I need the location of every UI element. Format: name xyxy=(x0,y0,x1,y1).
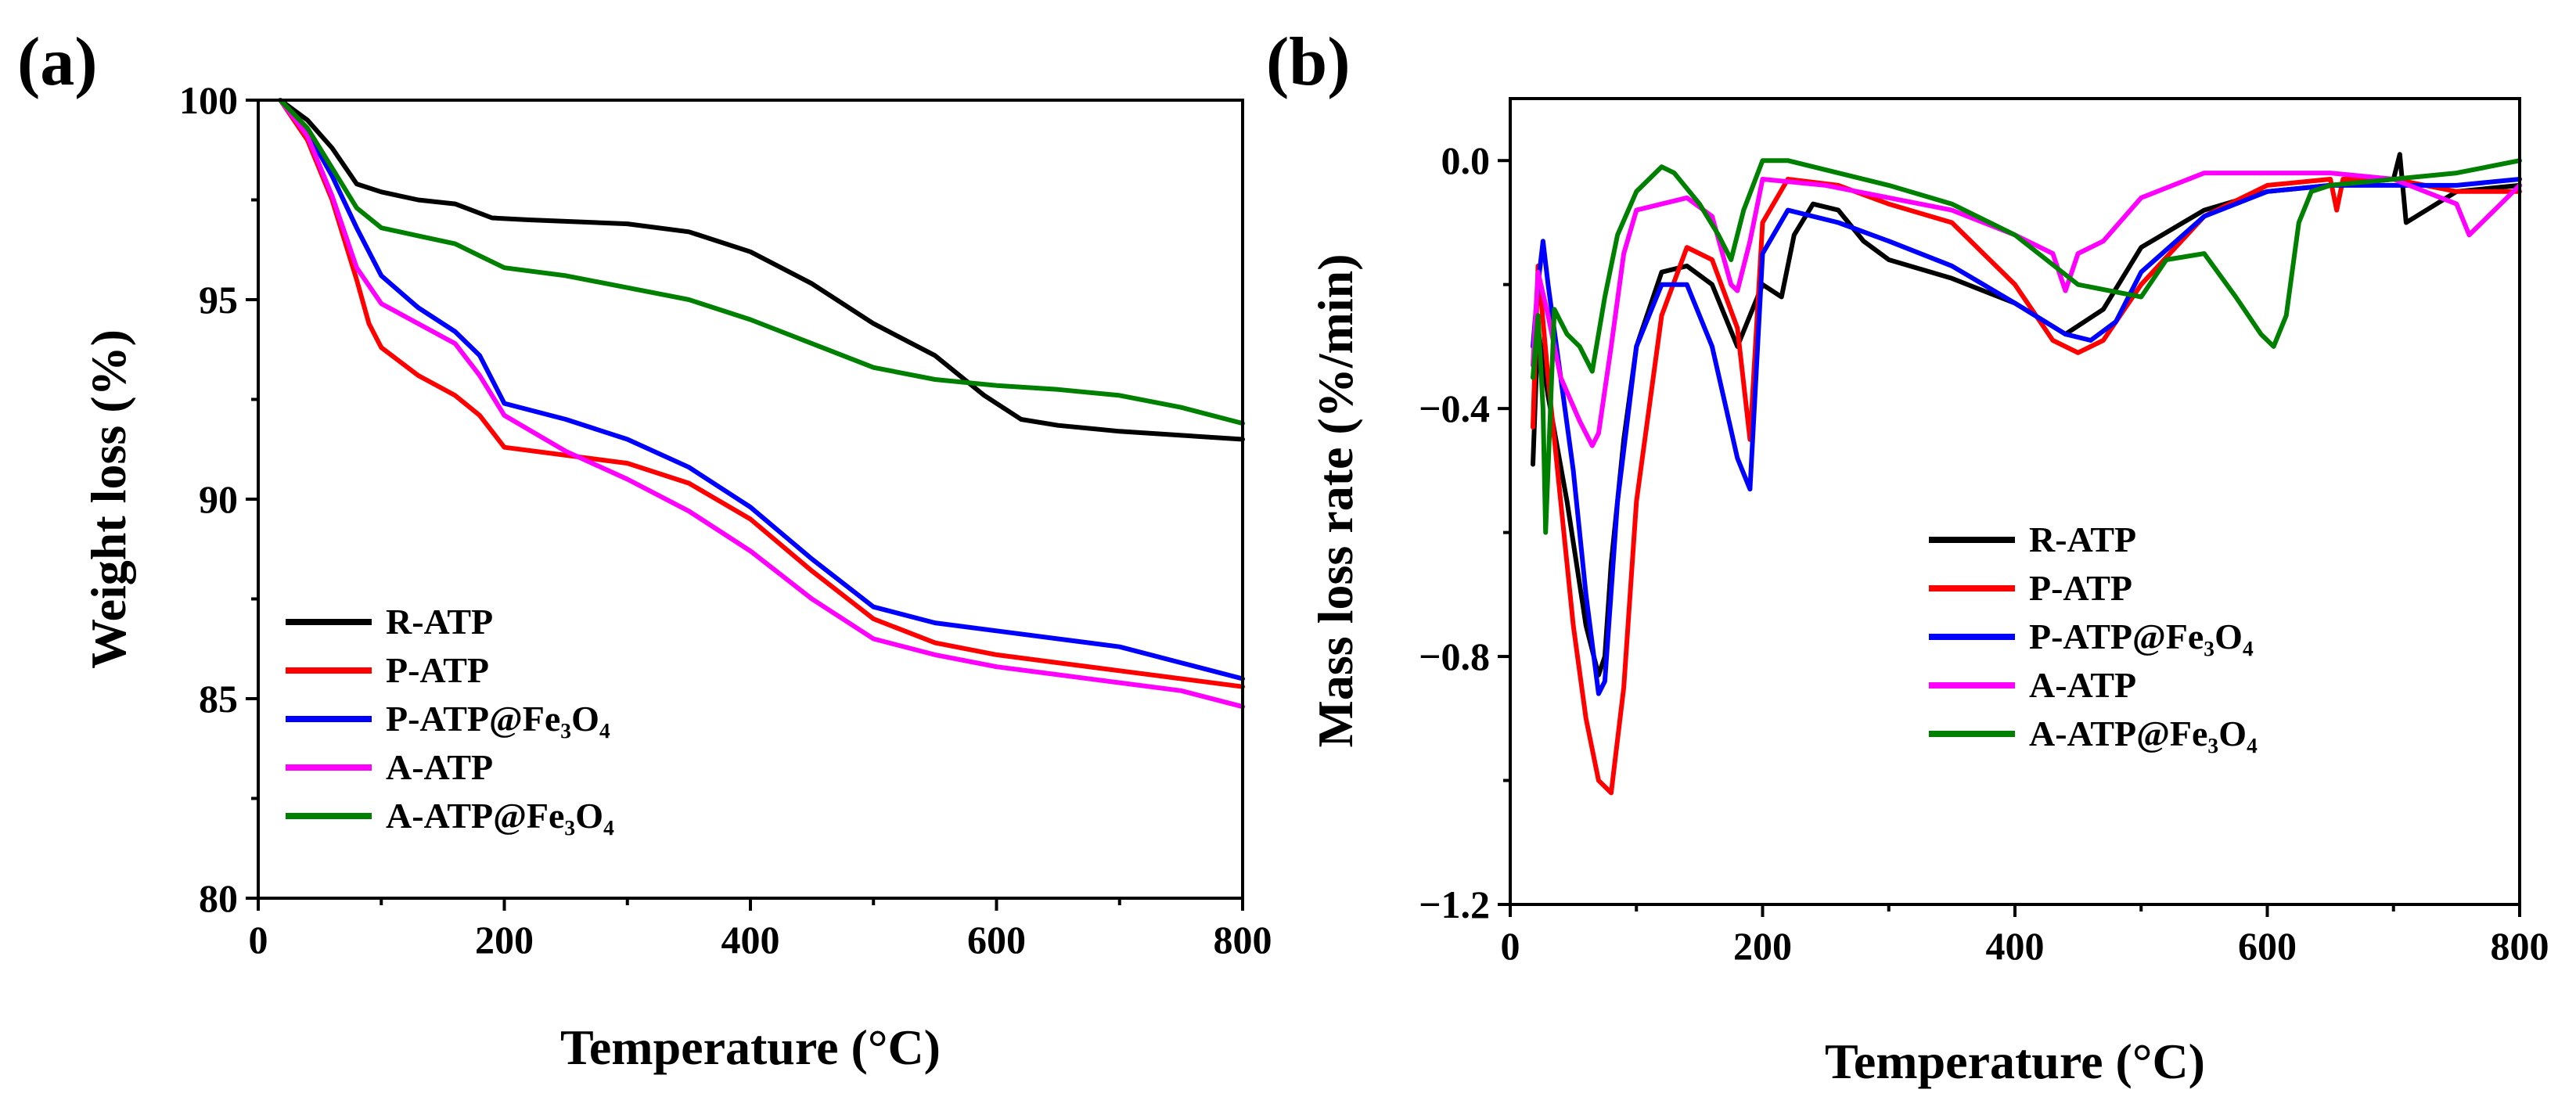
panel-a-y-axis: 80 85 90 95 100 xyxy=(179,78,258,920)
panel-a-legend-label-p-atp-fe3o4: P-ATP@Fe₃O₄ xyxy=(386,699,610,739)
panel-b-x-tick-label: 200 xyxy=(1733,924,1792,968)
panel-a-x-tick-label: 400 xyxy=(721,918,780,962)
panel-b-series-p-atp-line xyxy=(1531,177,2522,796)
panel-b-y-axis: −1.2 −0.8 −0.4 0.0 xyxy=(1419,138,1510,926)
panel-label-a: (a) xyxy=(17,24,98,100)
panel-a-series-a-atp-fe3o4-line xyxy=(278,98,1245,426)
panel-a-x-axis-title: Temperature (°C) xyxy=(560,1019,941,1075)
panel-a-weight-loss-chart: (a) 0 200 400 600 800 80 85 90 95 100 Temperatur… xyxy=(17,24,1272,1075)
panel-b-y-axis-title: Mass loss rate (%/min) xyxy=(1308,253,1363,747)
panel-b-series-a-atp-line xyxy=(1531,171,2522,448)
panel-b-mass-loss-rate-chart: (b) 0 200 400 600 800 −1.2 −0.8 −0.4 0.0 Temper… xyxy=(1266,24,2549,1089)
panel-b-y-tick-label: −0.4 xyxy=(1419,387,1490,430)
panel-a-series-p-atp-fe3o4-line xyxy=(278,98,1245,681)
panel-b-y-tick-label: −0.8 xyxy=(1419,635,1490,678)
panel-a-y-tick-label: 80 xyxy=(199,876,238,920)
panel-b-y-tick-label: −1.2 xyxy=(1419,883,1490,926)
panel-b-legend-label-p-atp-fe3o4: P-ATP@Fe₃O₄ xyxy=(2029,617,2254,656)
panel-b-legend-label-r-atp: R-ATP xyxy=(2029,520,2136,559)
panel-b-x-axis: 0 200 400 600 800 xyxy=(1501,904,2549,968)
panel-a-curves xyxy=(278,98,1245,710)
panel-b-legend-label-a-atp-fe3o4: A-ATP@Fe₃O₄ xyxy=(2029,714,2258,753)
panel-b-plot-frame xyxy=(1509,97,2521,906)
panel-a-y-tick-label: 95 xyxy=(199,278,238,322)
panel-a-x-axis: 0 200 400 600 800 xyxy=(249,898,1272,962)
panel-a-series-a-atp-line xyxy=(278,98,1245,710)
panel-a-y-axis-title: Weight loss (%) xyxy=(81,329,136,669)
panel-a-y-tick-label: 85 xyxy=(199,677,238,721)
panel-b-legend-label-a-atp: A-ATP xyxy=(2029,665,2136,705)
panel-b-legend-label-p-atp: P-ATP xyxy=(2029,568,2132,608)
panel-b-series-p-atp-fe3o4-line xyxy=(1531,177,2522,696)
panel-b-series-a-atp-fe3o4-line xyxy=(1531,158,2522,535)
panel-a-series-p-atp-line xyxy=(278,98,1245,689)
panel-label-b: (b) xyxy=(1266,24,1351,100)
panel-a-y-tick-label: 90 xyxy=(199,477,238,521)
panel-a-y-tick-label: 100 xyxy=(179,78,238,122)
panel-a-legend-label-p-atp: P-ATP xyxy=(386,650,489,690)
panel-b-x-tick-label: 400 xyxy=(1986,924,2045,968)
panel-a-x-tick-label: 200 xyxy=(475,918,534,962)
panel-a-legend-label-r-atp: R-ATP xyxy=(386,602,493,642)
panel-b-x-tick-label: 600 xyxy=(2238,924,2297,968)
panel-b-curves xyxy=(1531,152,2522,796)
panel-b-x-tick-label: 800 xyxy=(2491,924,2549,968)
panel-a-x-tick-label: 0 xyxy=(249,918,268,962)
panel-a-legend-label-a-atp: A-ATP xyxy=(386,747,493,787)
panel-a-x-tick-label: 800 xyxy=(1214,918,1272,962)
panel-a-x-tick-label: 600 xyxy=(967,918,1026,962)
panel-b-legend: R-ATP P-ATP P-ATP@Fe₃O₄ A-ATP A-ATP@Fe₃O₄ xyxy=(1929,520,2258,753)
panel-b-y-tick-label: 0.0 xyxy=(1441,138,1491,182)
panel-a-series-r-atp-line xyxy=(278,98,1245,442)
panel-a-legend: R-ATP P-ATP P-ATP@Fe₃O₄ A-ATP A-ATP@Fe₃O₄ xyxy=(286,602,614,836)
panel-b-x-tick-label: 0 xyxy=(1501,924,1520,968)
panel-b-x-axis-title: Temperature (°C) xyxy=(1825,1034,2205,1089)
panel-b-series-r-atp-line xyxy=(1531,152,2522,678)
panel-a-legend-label-a-atp-fe3o4: A-ATP@Fe₃O₄ xyxy=(386,796,614,836)
